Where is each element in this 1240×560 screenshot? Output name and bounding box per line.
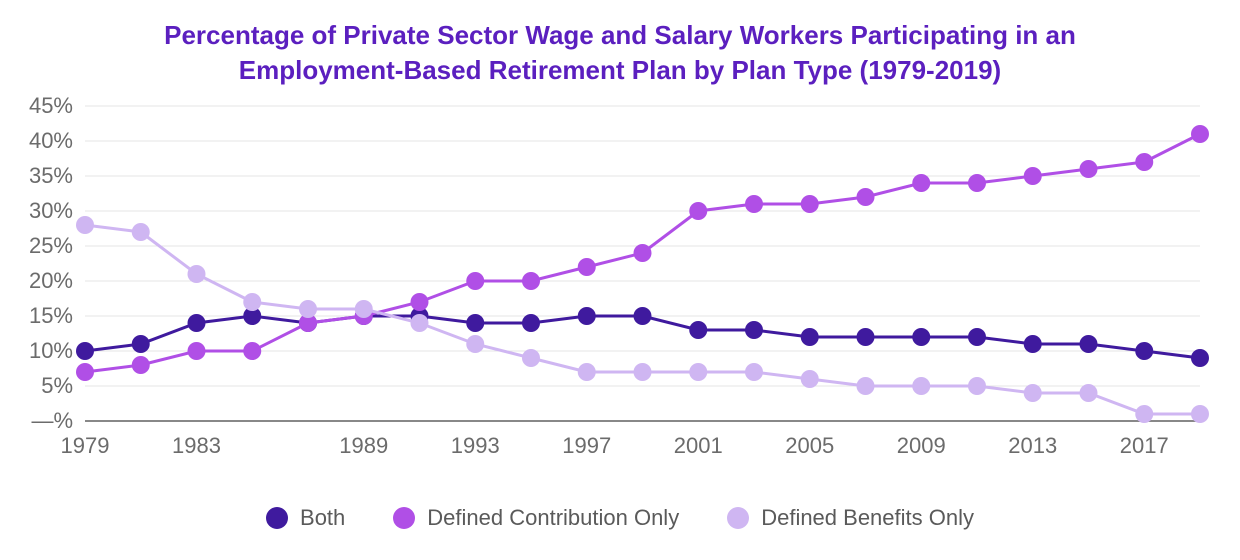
legend: Both Defined Contribution Only Defined B… bbox=[0, 505, 1240, 531]
chart-area: —% 5% 10% 15% 20% 25% 30% 35% 40% 45% 1979 1983 1989… bbox=[0, 96, 1240, 491]
svg-text:20%: 20% bbox=[29, 268, 73, 293]
svg-text:2013: 2013 bbox=[1008, 433, 1057, 458]
svg-text:35%: 35% bbox=[29, 163, 73, 188]
legend-item-dc: Defined Contribution Only bbox=[393, 505, 679, 531]
line-chart: —% 5% 10% 15% 20% 25% 30% 35% 40% 45% 1979 1983 1989… bbox=[0, 96, 1240, 491]
svg-text:2009: 2009 bbox=[897, 433, 946, 458]
legend-label-both: Both bbox=[300, 505, 345, 531]
title-line-2: Employment-Based Retirement Plan by Plan… bbox=[239, 55, 1001, 85]
svg-text:45%: 45% bbox=[29, 96, 73, 118]
svg-text:30%: 30% bbox=[29, 198, 73, 223]
svg-text:2017: 2017 bbox=[1120, 433, 1169, 458]
svg-text:2001: 2001 bbox=[674, 433, 723, 458]
svg-text:15%: 15% bbox=[29, 303, 73, 328]
svg-text:2005: 2005 bbox=[785, 433, 834, 458]
svg-text:1997: 1997 bbox=[562, 433, 611, 458]
svg-text:1993: 1993 bbox=[451, 433, 500, 458]
svg-text:5%: 5% bbox=[41, 373, 73, 398]
svg-text:1983: 1983 bbox=[172, 433, 221, 458]
legend-item-db: Defined Benefits Only bbox=[727, 505, 974, 531]
swatch-both bbox=[266, 507, 288, 529]
swatch-dc bbox=[393, 507, 415, 529]
svg-text:1989: 1989 bbox=[339, 433, 388, 458]
svg-text:—%: —% bbox=[31, 408, 73, 433]
svg-text:10%: 10% bbox=[29, 338, 73, 363]
chart-title: Percentage of Private Sector Wage and Sa… bbox=[60, 18, 1180, 88]
swatch-db bbox=[727, 507, 749, 529]
svg-text:40%: 40% bbox=[29, 128, 73, 153]
title-line-1: Percentage of Private Sector Wage and Sa… bbox=[164, 20, 1076, 50]
svg-text:1979: 1979 bbox=[61, 433, 110, 458]
svg-text:25%: 25% bbox=[29, 233, 73, 258]
legend-label-dc: Defined Contribution Only bbox=[427, 505, 679, 531]
legend-label-db: Defined Benefits Only bbox=[761, 505, 974, 531]
legend-item-both: Both bbox=[266, 505, 345, 531]
